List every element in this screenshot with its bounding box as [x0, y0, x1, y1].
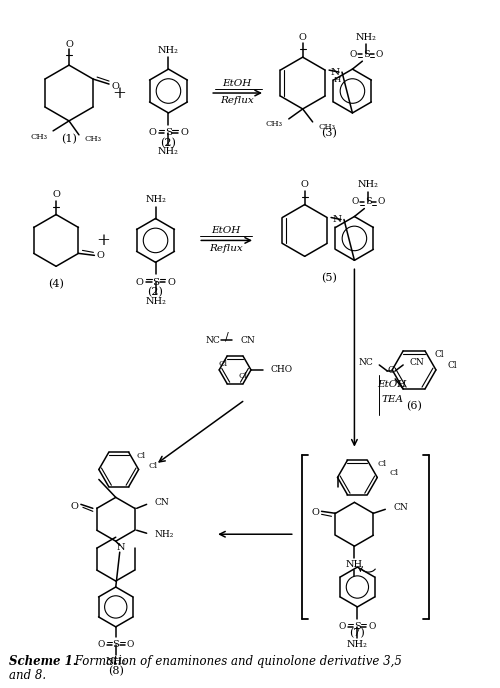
Text: NH₂: NH₂	[158, 147, 179, 156]
Text: O: O	[352, 197, 359, 206]
Text: NH: NH	[346, 559, 363, 568]
Text: Cl: Cl	[238, 372, 248, 380]
Text: (7): (7)	[350, 627, 366, 638]
Text: S: S	[112, 641, 119, 649]
Text: Cl: Cl	[435, 350, 444, 359]
Text: (5): (5)	[322, 273, 338, 283]
Text: Cl: Cl	[218, 360, 228, 368]
Text: Reflux: Reflux	[220, 96, 254, 105]
Text: (4): (4)	[48, 279, 64, 290]
Text: O: O	[136, 278, 143, 287]
Text: N: N	[330, 67, 340, 76]
Text: NC: NC	[206, 336, 220, 345]
Text: NH₂: NH₂	[347, 641, 368, 649]
Text: NH₂: NH₂	[106, 657, 126, 666]
Text: EtOH: EtOH	[212, 226, 241, 235]
Text: EtOH: EtOH	[222, 78, 252, 87]
Text: +: +	[96, 232, 110, 249]
Text: Cl: Cl	[378, 460, 386, 469]
Text: O: O	[299, 33, 306, 42]
Text: NH₂: NH₂	[158, 45, 179, 54]
Text: O: O	[71, 502, 79, 511]
Text: +: +	[112, 85, 126, 102]
Text: C: C	[388, 367, 395, 376]
Text: Formation of enaminones and quinolone derivative 3,5: Formation of enaminones and quinolone de…	[71, 655, 402, 668]
Text: (1): (1)	[61, 133, 77, 144]
Text: O: O	[301, 180, 308, 189]
Text: H: H	[334, 76, 340, 84]
Text: CH₃: CH₃	[85, 135, 102, 143]
Text: Cl: Cl	[389, 469, 398, 477]
Text: and 8.: and 8.	[10, 669, 46, 682]
Text: CH₃: CH₃	[30, 133, 47, 141]
Text: (2): (2)	[160, 138, 176, 148]
Text: O: O	[368, 623, 376, 632]
Text: S: S	[165, 129, 172, 138]
Text: CN: CN	[240, 336, 255, 345]
Text: O: O	[180, 129, 188, 138]
Text: Cl: Cl	[448, 361, 458, 370]
Text: O: O	[97, 641, 104, 649]
Text: CHO: CHO	[271, 365, 293, 374]
Text: CN: CN	[409, 358, 424, 367]
Text: TEA: TEA	[381, 396, 403, 405]
Text: O: O	[148, 129, 156, 138]
Text: NH₂: NH₂	[356, 33, 377, 42]
Text: S: S	[365, 197, 372, 206]
Text: EtOH: EtOH	[378, 380, 407, 389]
Text: S: S	[363, 50, 370, 58]
Text: (2): (2)	[148, 287, 164, 297]
Text: Reflux: Reflux	[210, 244, 243, 253]
Text: NC: NC	[358, 358, 374, 367]
Text: (3): (3)	[322, 128, 338, 138]
Text: O: O	[96, 251, 104, 260]
Text: O: O	[52, 190, 60, 199]
Text: S: S	[152, 278, 159, 287]
Text: Cl: Cl	[136, 452, 146, 460]
Text: CN: CN	[154, 498, 170, 507]
Text: O: O	[127, 641, 134, 649]
Text: CH₃: CH₃	[266, 120, 283, 128]
Text: O: O	[168, 278, 175, 287]
Text: NH₂: NH₂	[145, 195, 166, 204]
Text: Cl: Cl	[148, 462, 158, 469]
Text: O: O	[312, 508, 320, 517]
Text: /: /	[226, 331, 229, 341]
Text: CH₃: CH₃	[318, 123, 336, 131]
Text: O: O	[339, 623, 346, 632]
Text: (8): (8)	[108, 665, 124, 676]
Text: O: O	[111, 82, 119, 91]
Text: NH₂: NH₂	[145, 297, 166, 305]
Text: O: O	[350, 50, 357, 58]
Text: N: N	[116, 543, 125, 552]
Text: (6): (6)	[406, 400, 422, 411]
Text: S: S	[354, 623, 361, 632]
Text: NH₂: NH₂	[358, 180, 379, 189]
Text: Scheme 1.: Scheme 1.	[10, 655, 77, 668]
Text: O: O	[65, 40, 73, 49]
Text: NH₂: NH₂	[154, 530, 174, 539]
Text: CN: CN	[394, 503, 408, 512]
Text: N: N	[332, 215, 342, 224]
Text: O: O	[376, 50, 383, 58]
Text: O: O	[378, 197, 385, 206]
